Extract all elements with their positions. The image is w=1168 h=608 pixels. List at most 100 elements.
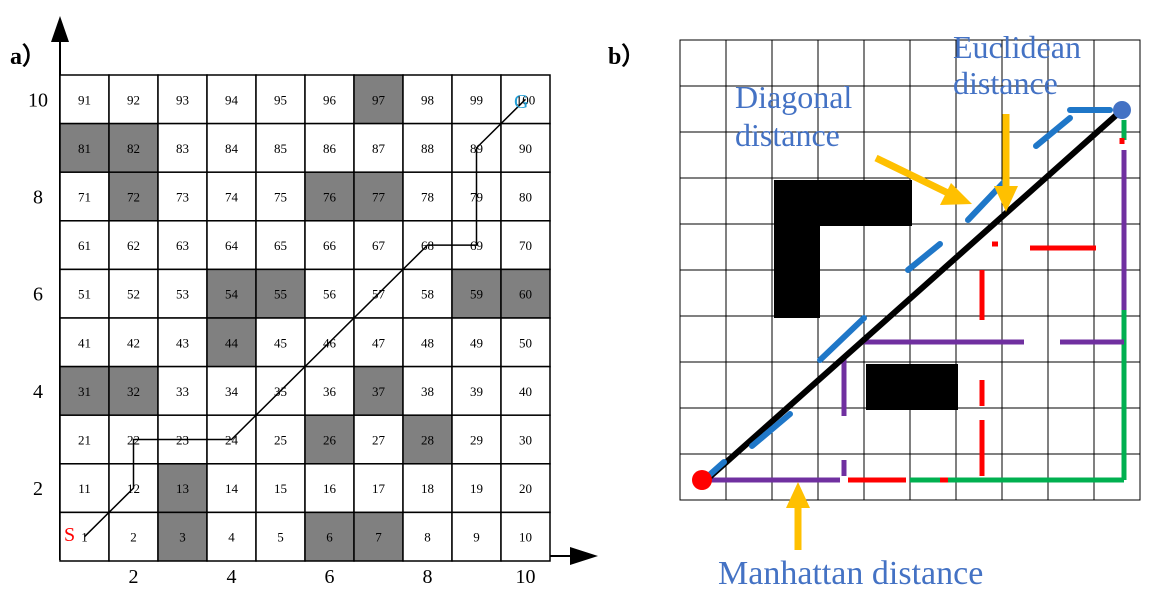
cell-number: 87 xyxy=(372,141,386,156)
y-axis-arrow xyxy=(51,16,69,42)
cell-number: 94 xyxy=(225,92,239,107)
euclidean-line xyxy=(702,107,1124,485)
euclidean-label: Euclidean distance xyxy=(953,29,1081,101)
manhattan-arrow xyxy=(786,482,810,550)
cell-number: 37 xyxy=(372,384,386,399)
grid-cell xyxy=(304,268,355,319)
y-tick-label: 6 xyxy=(33,284,43,306)
x-axis-arrow xyxy=(570,547,598,565)
cell-number: 63 xyxy=(176,238,189,253)
panel-a-label: a） xyxy=(10,43,46,70)
grid-cell xyxy=(255,122,306,173)
grid-cell xyxy=(402,511,453,562)
cell-number: 15 xyxy=(274,481,287,496)
cell-number: 86 xyxy=(323,141,337,156)
cell-number: 78 xyxy=(421,190,434,205)
cell-number: 97 xyxy=(372,92,386,107)
grid-cell xyxy=(255,268,306,319)
cell-number: 50 xyxy=(519,335,532,350)
path-line xyxy=(83,98,527,538)
cell-number: 5 xyxy=(277,530,284,545)
cell-number: 41 xyxy=(78,335,91,350)
grid-cell xyxy=(500,414,551,465)
cell-number: 1 xyxy=(81,530,88,545)
grid-cell xyxy=(451,511,502,562)
diagonal-segment xyxy=(905,241,943,273)
manhattan-green-path xyxy=(910,120,1127,483)
cell-number: 19 xyxy=(470,481,483,496)
cell-number: 85 xyxy=(274,141,287,156)
cell-number: 67 xyxy=(372,238,386,253)
grid-cell xyxy=(157,463,208,514)
cell-number: 20 xyxy=(519,481,532,496)
euclidean-arrow xyxy=(994,114,1018,212)
grid-cell xyxy=(402,414,453,465)
diagonal-segment xyxy=(817,315,867,363)
x-tick-label: 8 xyxy=(423,566,433,588)
cell-number: 83 xyxy=(176,141,189,156)
grid-cell xyxy=(500,317,551,368)
cell-number: 10 xyxy=(519,530,532,545)
start-label: S xyxy=(64,524,75,546)
grid-cell xyxy=(255,414,306,465)
cell-number: 75 xyxy=(274,190,287,205)
grid-cell xyxy=(451,463,502,514)
cell-number: 92 xyxy=(127,92,140,107)
cell-number: 61 xyxy=(78,238,91,253)
grid-cell xyxy=(206,268,257,319)
grid-cell xyxy=(157,365,208,416)
goal-label: G xyxy=(514,91,528,113)
cell-number: 73 xyxy=(176,190,189,205)
diagonal-label: Diagonal distance xyxy=(735,79,852,153)
cell-number: 36 xyxy=(323,384,337,399)
cell-number: 39 xyxy=(470,384,483,399)
cell-number: 13 xyxy=(176,481,189,496)
manhattan-purple-path xyxy=(706,150,1127,483)
x-tick-label: 6 xyxy=(325,566,335,588)
grid-cell xyxy=(402,317,453,368)
grid-cell xyxy=(108,74,159,125)
cell-number: 29 xyxy=(470,433,483,448)
cell-number: 52 xyxy=(127,287,140,302)
cell-number: 47 xyxy=(372,335,386,350)
cell-number: 95 xyxy=(274,92,287,107)
cell-number: 43 xyxy=(176,335,189,350)
cell-number: 70 xyxy=(519,238,532,253)
y-tick-label: 4 xyxy=(33,381,43,403)
cell-number: 34 xyxy=(225,384,239,399)
cell-number: 99 xyxy=(470,92,483,107)
y-tick-label: 10 xyxy=(28,89,48,111)
cell-number: 42 xyxy=(127,335,140,350)
grid-cell xyxy=(304,414,355,465)
x-tick-label: 2 xyxy=(129,566,139,588)
cell-number: 28 xyxy=(421,433,434,448)
cell-number: 81 xyxy=(78,141,91,156)
grid-cell xyxy=(304,463,355,514)
cell-number: 48 xyxy=(421,335,434,350)
cell-number: 49 xyxy=(470,335,483,350)
grid-cell xyxy=(353,74,404,125)
cell-number: 2 xyxy=(130,530,137,545)
grid-cell xyxy=(353,365,404,416)
cell-number: 27 xyxy=(372,433,386,448)
grid-cell xyxy=(402,365,453,416)
x-tick-label: 4 xyxy=(227,566,237,588)
cell-number: 80 xyxy=(519,190,532,205)
grid-cell xyxy=(108,511,159,562)
cell-number: 25 xyxy=(274,433,287,448)
grid-cell xyxy=(157,268,208,319)
grid-cell xyxy=(353,220,404,271)
cell-number: 71 xyxy=(78,190,91,205)
grid-cell xyxy=(500,365,551,416)
grid-cell xyxy=(206,511,257,562)
grid-cell xyxy=(353,317,404,368)
path-a xyxy=(83,98,527,538)
grid-cell xyxy=(353,511,404,562)
cell-number: 91 xyxy=(78,92,91,107)
manhattan-label: Manhattan distance xyxy=(718,555,983,592)
cell-number: 17 xyxy=(372,481,386,496)
grid-cell xyxy=(157,122,208,173)
cell-number: 66 xyxy=(323,238,337,253)
